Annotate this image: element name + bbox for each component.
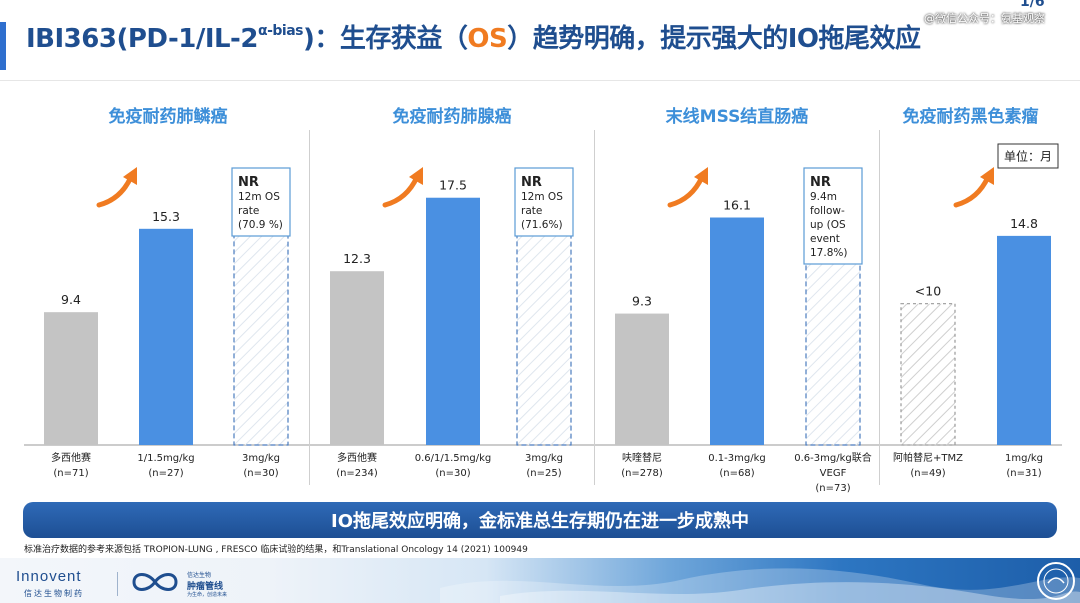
title-superscript: α-bias xyxy=(257,23,304,39)
nr-note-heading: NR xyxy=(521,175,542,190)
bar-value-label: 12.3 xyxy=(343,251,371,266)
nr-note-box xyxy=(803,167,863,265)
bar-value-label: 14.8 xyxy=(1010,216,1038,231)
footer-wave xyxy=(440,568,1080,603)
nr-note-line: event xyxy=(810,233,840,245)
sample-size-label: (n=25) xyxy=(526,468,561,479)
pipeline-logo-line1: 信达生物 xyxy=(187,572,212,579)
trend-arrowhead-icon xyxy=(980,167,994,185)
seal-emblem-icon xyxy=(1037,562,1075,600)
pipeline-logo-line3: 为生命，创造未来 xyxy=(187,592,228,598)
nr-note-line: 12m OS xyxy=(238,191,280,203)
bar xyxy=(330,271,384,445)
innovent-logo: Innovent xyxy=(16,568,82,585)
bar-value-label: 9.3 xyxy=(632,294,652,309)
sample-size-label: (n=234) xyxy=(336,468,378,479)
infinity-logo-icon xyxy=(132,573,178,591)
panel-title-4: 免疫耐药黑色素瘤 xyxy=(903,106,1039,127)
nr-note-heading: NR xyxy=(238,175,259,190)
category-label: 多西他赛 xyxy=(51,451,91,464)
nr-note-line: up (OS xyxy=(810,219,846,231)
bar xyxy=(615,313,669,445)
panel-title-1: 免疫耐药肺鳞癌 xyxy=(109,106,228,127)
bar xyxy=(900,303,956,446)
unit-box xyxy=(997,143,1059,169)
summary-banner: IO拖尾效应明确，金标准总生存期仍在进一步成熟中 xyxy=(23,502,1057,538)
page-number: 1/6 xyxy=(1020,0,1045,10)
sample-size-label: (n=73) xyxy=(815,483,850,494)
logo-divider xyxy=(117,572,118,596)
os-bar-chart: 免疫耐药肺鳞癌 9.4 多西他赛 (n=71) 15.3 1/1.5mg/kg (n=27)… xyxy=(24,106,1062,494)
bar xyxy=(710,217,764,445)
nr-note-line: 12m OS xyxy=(521,191,563,203)
trend-arrow-icon xyxy=(667,174,705,208)
watermark: @微信公众号：氨基观察 xyxy=(924,12,1045,25)
sample-size-label: (n=278) xyxy=(621,468,663,479)
nr-note-heading: NR xyxy=(810,175,831,190)
footer: Innovent 信达生物制药 信达生物 肿瘤管线 为生命，创造未来 xyxy=(0,558,1080,603)
innovent-logo-cn: 信达生物制药 xyxy=(24,589,84,598)
category-label: 多西他赛 xyxy=(337,451,377,464)
bar xyxy=(44,312,98,445)
nr-note-line: rate xyxy=(238,205,259,217)
bar-value-label: 17.5 xyxy=(439,178,467,193)
category-label: 1mg/kg xyxy=(1005,453,1043,464)
category-label-line2: VEGF xyxy=(820,468,847,479)
sample-size-label: (n=30) xyxy=(243,468,278,479)
category-label: 0.6/1/1.5mg/kg xyxy=(415,453,492,464)
trend-arrowhead-icon xyxy=(123,167,137,185)
nr-note-box xyxy=(231,167,291,237)
category-label: 呋喹替尼 xyxy=(622,451,662,464)
page-title: IBI363(PD-1/IL-2α-bias)：生存获益（OS）趋势明确，提示强… xyxy=(26,18,921,55)
title-suffix: ）趋势明确，提示强大的IO拖尾效应 xyxy=(507,24,921,54)
nr-note-line: 9.4m xyxy=(810,191,837,203)
nr-note-box xyxy=(514,167,574,237)
category-label: 3mg/kg xyxy=(242,453,280,464)
nr-note-line: rate xyxy=(521,205,542,217)
category-label: 阿帕替尼+TMZ xyxy=(893,451,963,464)
source-note: 标准治疗数据的参考来源包括 TROPION-LUNG , FRESCO 临床试验… xyxy=(24,545,528,555)
bar-value-label: 9.4 xyxy=(61,292,81,307)
bar xyxy=(426,197,480,445)
title-os: OS xyxy=(467,24,508,54)
bar-value-label: 15.3 xyxy=(152,209,180,224)
category-label: 1/1.5mg/kg xyxy=(137,453,194,464)
sample-size-label: (n=30) xyxy=(435,468,470,479)
trend-arrow-icon xyxy=(96,174,134,208)
nr-note-line: follow- xyxy=(810,205,845,217)
category-label: 0.6-3mg/kg联合 xyxy=(794,451,871,464)
trend-arrow-icon xyxy=(382,174,420,208)
sample-size-label: (n=71) xyxy=(53,468,88,479)
unit-label: 单位：月 xyxy=(1004,149,1052,164)
title-middle: )：生存获益（ xyxy=(302,24,468,54)
nr-note-line: 17.8%) xyxy=(810,247,847,259)
panel-title-3: 末线MSS结直肠癌 xyxy=(666,106,809,127)
title-divider xyxy=(0,80,1080,81)
category-label: 3mg/kg xyxy=(525,453,563,464)
panel-title-2: 免疫耐药肺腺癌 xyxy=(393,106,512,127)
nr-note-line: (70.9 %) xyxy=(238,219,283,231)
title-accent-bar xyxy=(0,22,6,70)
bar xyxy=(997,235,1051,445)
trend-arrowhead-icon xyxy=(409,167,423,185)
bar-value-label: 16.1 xyxy=(723,198,751,213)
nr-note-line: (71.6%) xyxy=(521,219,563,231)
sample-size-label: (n=49) xyxy=(910,468,945,479)
title-prefix: IBI363(PD-1/IL-2 xyxy=(26,24,258,54)
category-label: 0.1-3mg/kg xyxy=(708,453,765,464)
sample-size-label: (n=31) xyxy=(1006,468,1041,479)
bar-value-label: <10 xyxy=(915,284,941,299)
sample-size-label: (n=68) xyxy=(719,468,754,479)
trend-arrowhead-icon xyxy=(694,167,708,185)
trend-arrow-icon xyxy=(953,174,991,208)
bar xyxy=(139,228,193,445)
sample-size-label: (n=27) xyxy=(148,468,183,479)
pipeline-logo-line2: 肿瘤管线 xyxy=(187,582,224,592)
